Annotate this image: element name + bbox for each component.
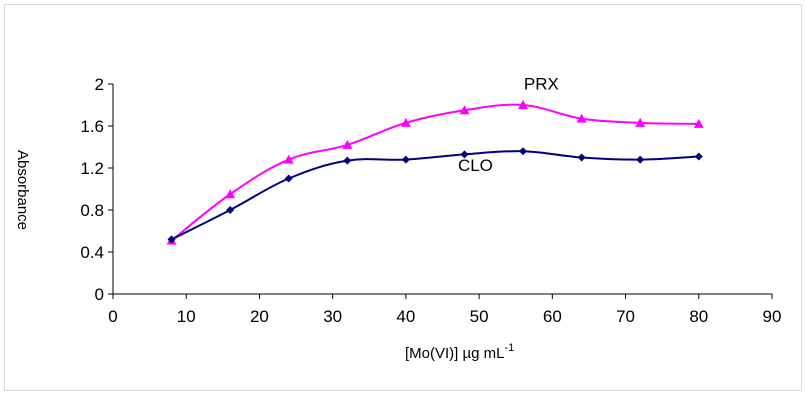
data-point-prx [518,100,529,109]
y-tick-label: 1.2 [80,159,104,178]
data-point-clo [460,150,469,159]
series-label-clo: CLO [458,156,493,175]
x-axis-title: [Mo(VI)] µg mL-1 [405,342,514,362]
data-point-clo [694,152,703,161]
data-point-clo [284,174,293,183]
data-point-clo [519,147,528,156]
x-axis-title-text: [Mo(VI)] µg mL [405,345,505,362]
data-point-clo [167,235,176,244]
y-tick-label: 0.4 [80,243,104,262]
x-tick-label: 10 [177,307,196,326]
data-point-prx [576,113,587,123]
data-point-prx [635,117,646,127]
y-tick-label: 1.6 [80,117,104,136]
x-tick-label: 60 [543,307,562,326]
data-point-clo [401,155,410,164]
x-tick-label: 70 [616,307,635,326]
x-tick-label: 0 [108,307,117,326]
x-tick-label: 20 [250,307,269,326]
data-point-prx [400,117,411,127]
chart-frame [4,4,802,391]
series-label-prx: PRX [524,74,559,93]
x-tick-label: 90 [763,307,782,326]
data-point-clo [577,153,586,162]
data-point-prx [459,105,470,115]
data-point-clo [343,156,352,165]
data-point-prx [283,154,294,164]
data-point-prx [342,139,353,149]
x-tick-label: 30 [323,307,342,326]
y-tick-label: 2 [95,75,104,94]
x-tick-label: 50 [470,307,489,326]
series-line-prx [170,103,699,242]
x-tick-label: 80 [689,307,708,326]
x-axis-title-superscript: -1 [505,342,515,354]
data-point-clo [636,155,645,164]
series-line-clo [171,150,699,241]
data-point-prx [693,118,704,128]
data-point-clo [226,206,235,214]
data-point-prx [225,189,236,199]
x-tick-label: 40 [396,307,415,326]
y-tick-label: 0.8 [80,201,104,220]
y-axis-title: Absorbance [14,150,31,230]
y-tick-label: 0 [95,285,104,304]
